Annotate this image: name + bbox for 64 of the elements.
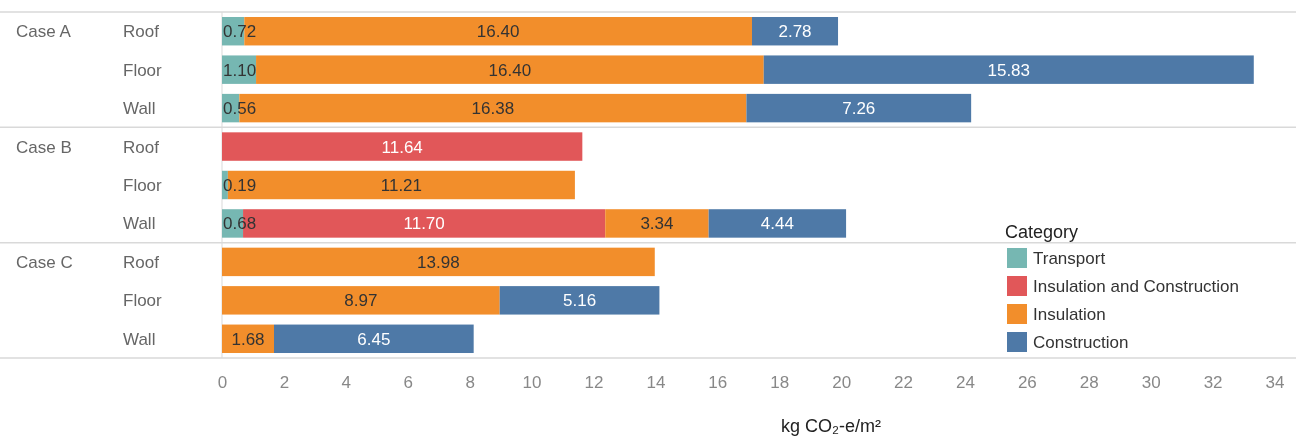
- data-label: 3.34: [640, 214, 674, 234]
- y-tick-label: Roof: [123, 137, 160, 157]
- x-tick-label: 6: [403, 373, 413, 393]
- legend-title: Category: [1005, 222, 1079, 242]
- x-tick-label: 16: [708, 373, 728, 393]
- x-tick-label: 30: [1141, 373, 1161, 393]
- y-tick-label: Roof: [123, 22, 160, 42]
- data-label: 13.98: [417, 252, 460, 272]
- y-tick-label: Floor: [123, 291, 163, 311]
- data-label: 16.38: [471, 99, 515, 119]
- x-tick-label: 12: [584, 373, 604, 393]
- legend-label: Insulation: [1033, 304, 1106, 324]
- text: Case A: [16, 22, 72, 42]
- data-label: 11.64: [381, 137, 423, 157]
- x-tick-label: 0: [217, 373, 228, 393]
- data-label: 6.45: [357, 329, 391, 349]
- data-label: 15.83: [987, 60, 1031, 80]
- data-label: 4.44: [760, 214, 794, 234]
- x-tick-label: 14: [646, 373, 666, 393]
- bar: [274, 324, 474, 353]
- data-label: 2.78: [778, 22, 812, 42]
- y-tick-label: Wall: [123, 99, 156, 119]
- y-tick-label: Floor: [123, 175, 163, 195]
- bar: [222, 247, 655, 277]
- data-label: 11.70: [403, 214, 445, 234]
- data-label: 8.97: [344, 291, 378, 311]
- data-label: 16.40: [488, 60, 532, 80]
- text: Case B: [16, 137, 72, 157]
- x-tick-label: 32: [1203, 373, 1223, 393]
- legend-label: Transport: [1033, 248, 1106, 268]
- bar: [751, 17, 839, 46]
- x-tick-label: 8: [465, 373, 475, 393]
- bar: [746, 93, 972, 123]
- bar: [256, 55, 764, 84]
- x-tick-label: 20: [832, 373, 852, 393]
- y-tick-label: Wall: [123, 214, 156, 234]
- x-tick-label: 18: [770, 373, 790, 393]
- data-label: 1.10: [223, 60, 257, 80]
- bar: [222, 132, 583, 161]
- x-tick-label: 24: [956, 373, 975, 393]
- data-label: 7.26: [842, 99, 876, 119]
- y-tick-label: Roof: [123, 252, 160, 272]
- x-tick-label: 34: [1265, 373, 1285, 393]
- x-tick-label: 22: [894, 373, 913, 393]
- bar: [222, 286, 500, 315]
- y-tick-label: Wall: [123, 329, 156, 349]
- x-tick-label: 4: [341, 373, 352, 393]
- bar: [499, 286, 660, 315]
- bar: [708, 209, 847, 238]
- bar: [605, 209, 709, 238]
- legend-label: Construction: [1033, 332, 1129, 352]
- data-label: 1.68: [231, 329, 265, 349]
- data-label: 16.40: [476, 22, 520, 42]
- x-tick-label: 10: [522, 373, 542, 393]
- bar: [763, 55, 1254, 84]
- legend-label: Insulation and Construction: [1033, 276, 1240, 296]
- y-tick-label: Floor: [123, 60, 163, 80]
- text: Case C: [16, 252, 73, 272]
- data-label: 11.21: [380, 175, 423, 195]
- x-tick-label: 2: [279, 373, 290, 393]
- x-axis-title: kg CO₂-e/m²: [781, 416, 881, 436]
- data-label: 5.16: [563, 291, 597, 311]
- x-tick-label: 28: [1079, 373, 1099, 393]
- x-tick-label: 26: [1017, 373, 1037, 393]
